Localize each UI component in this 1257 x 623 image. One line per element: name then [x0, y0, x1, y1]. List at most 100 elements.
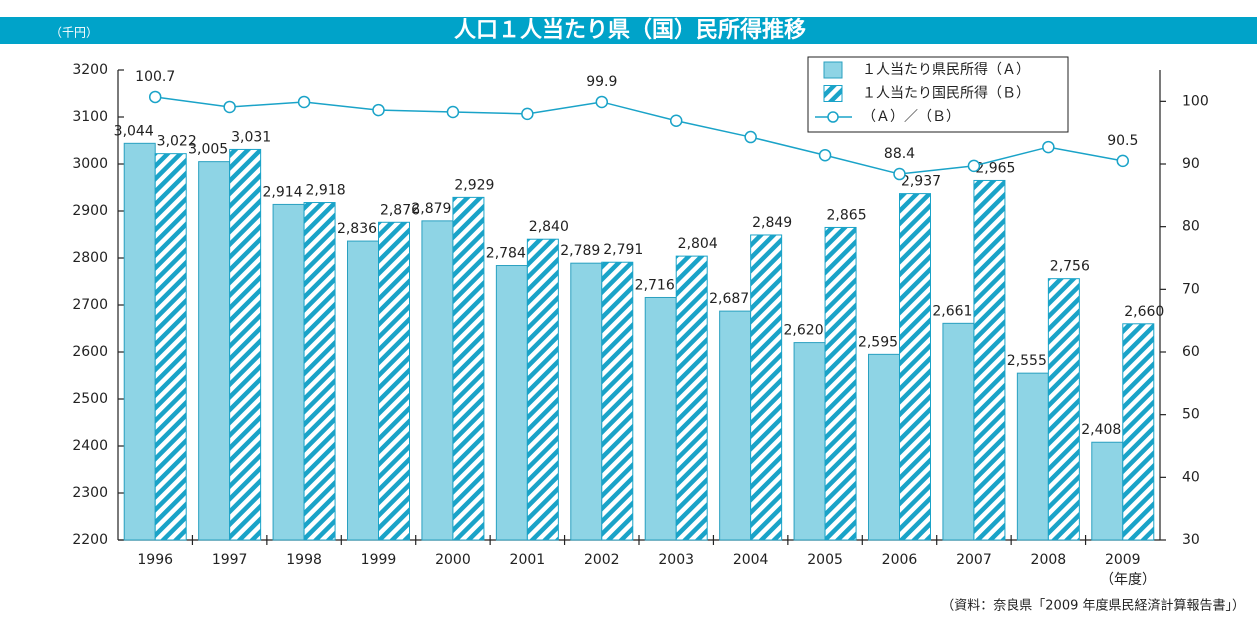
x-tick-label: 1999 — [361, 552, 397, 568]
y-tick-label: 3200 — [72, 62, 108, 78]
y-tick-label: 2200 — [72, 532, 108, 548]
bar-label: 2,804 — [678, 236, 718, 252]
bar-label: 2,918 — [306, 183, 346, 199]
bar-label: 2,791 — [603, 242, 643, 258]
bar-label: 2,840 — [529, 219, 569, 235]
bar — [719, 310, 752, 541]
bar-label: 2,849 — [752, 215, 792, 231]
bar — [347, 240, 379, 541]
y2-tick-label: 50 — [1182, 407, 1200, 423]
bar — [452, 196, 485, 541]
bar-label: 2,716 — [635, 277, 675, 293]
bar-label: 2,687 — [709, 291, 749, 307]
bar-label: 2,876 — [380, 202, 420, 218]
ratio-point — [669, 114, 683, 128]
bar — [973, 179, 1006, 541]
bar-label: 3,005 — [188, 142, 228, 158]
ratio-point — [1116, 154, 1130, 168]
bar — [601, 261, 634, 541]
bar — [1122, 323, 1155, 541]
ratio-label: 90.5 — [1107, 133, 1138, 149]
y2-tick-label: 40 — [1182, 469, 1200, 485]
bar-label: 2,929 — [454, 177, 494, 193]
bar — [1091, 441, 1124, 541]
bar-label: 2,789 — [560, 243, 600, 259]
bar-label: 2,836 — [337, 221, 377, 237]
title-bar — [0, 17, 1257, 44]
bar-label: 2,620 — [784, 323, 824, 339]
y2-tick-label: 100 — [1182, 93, 1209, 109]
bar-label: 2,965 — [975, 160, 1015, 176]
bar-label: 2,555 — [1007, 353, 1047, 369]
ratio-point — [595, 95, 609, 109]
bar — [644, 296, 677, 541]
bar — [570, 262, 603, 541]
x-tick-label: 1997 — [212, 552, 248, 568]
bar-label: 2,879 — [411, 201, 451, 217]
y-tick-label: 2500 — [72, 391, 108, 407]
bar-label: 2,408 — [1081, 422, 1121, 438]
ratio-point — [148, 90, 162, 104]
x-unit: （年度） — [1100, 572, 1156, 588]
bar — [378, 221, 410, 541]
legend-swatch — [823, 61, 843, 79]
x-tick-label: 1998 — [286, 552, 322, 568]
bar — [1016, 372, 1049, 541]
x-tick-label: 2009 — [1105, 552, 1141, 568]
ratio-point — [446, 105, 460, 119]
bar-label: 2,865 — [827, 207, 867, 223]
bar — [303, 202, 336, 541]
legend-label: （Ａ）／（Ｂ） — [862, 109, 960, 125]
x-tick-label: 2004 — [733, 552, 769, 568]
chart-title: 人口１人当たり県（国）民所得推移 — [454, 17, 806, 43]
y-tick-label: 3100 — [72, 109, 108, 125]
bar-label: 2,661 — [932, 303, 972, 319]
bar — [526, 238, 559, 541]
bar-label: 2,914 — [263, 184, 303, 200]
x-tick-label: 2007 — [956, 552, 992, 568]
y2-tick-label: 70 — [1182, 281, 1200, 297]
bar — [675, 255, 708, 541]
ratio-line — [155, 96, 1123, 175]
x-tick-label: 2001 — [510, 552, 546, 568]
ratio-label: 100.7 — [135, 69, 175, 85]
bar-label: 3,022 — [157, 134, 197, 150]
y-tick-label: 2800 — [72, 250, 108, 266]
bar — [123, 142, 156, 541]
ratio-point — [967, 159, 981, 173]
bar — [750, 234, 783, 541]
ratio-point — [521, 107, 534, 121]
legend-label: １人当たり県民所得（Ａ） — [862, 61, 1030, 78]
bar — [421, 220, 454, 541]
ratio-point — [372, 103, 385, 117]
y2-tick-label: 80 — [1182, 219, 1200, 235]
bar — [824, 226, 857, 541]
x-tick-label: 2002 — [584, 552, 620, 568]
bar — [198, 161, 231, 541]
y2-tick-label: 30 — [1182, 532, 1200, 548]
bar-label: 2,756 — [1050, 259, 1090, 275]
x-tick-label: 2006 — [882, 552, 918, 568]
ratio-point — [818, 148, 832, 162]
y-tick-label: 3000 — [72, 156, 108, 172]
x-tick-label: 2003 — [658, 552, 694, 568]
bar — [272, 203, 305, 541]
ratio-point — [1042, 140, 1055, 154]
x-tick-label: 1996 — [137, 552, 173, 568]
y-unit: （千円） — [50, 26, 98, 40]
x-tick-label: 2005 — [807, 552, 843, 568]
bar — [793, 342, 826, 541]
bar-label: 3,031 — [231, 129, 271, 145]
ratio-point — [893, 167, 906, 181]
y-tick-label: 2300 — [72, 485, 108, 501]
ratio-point — [297, 95, 311, 109]
y-tick-label: 2600 — [72, 344, 108, 360]
legend-box — [807, 56, 1069, 133]
bar-label: 2,660 — [1124, 304, 1164, 320]
bar — [1047, 278, 1080, 541]
bar — [942, 322, 975, 541]
bar-label: 2,784 — [486, 246, 526, 262]
bar-label: 2,595 — [858, 334, 898, 350]
bar — [495, 265, 528, 541]
